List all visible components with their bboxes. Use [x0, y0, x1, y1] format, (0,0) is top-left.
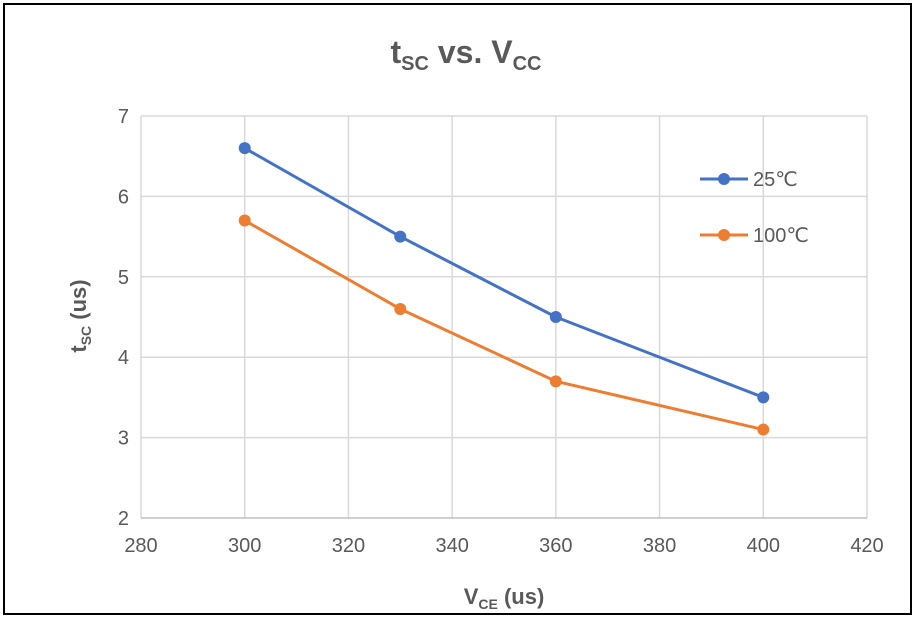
legend-label: 25℃: [753, 169, 798, 191]
chart-frame: [3, 3, 912, 615]
x-tick-label: 300: [228, 535, 261, 557]
legend-marker: [718, 229, 730, 241]
series-2: [238, 214, 770, 436]
x-tick-label: 320: [332, 535, 365, 557]
legend-item-2: 100℃: [700, 225, 809, 247]
x-axis-title: VCE (us): [464, 584, 545, 612]
x-tick-labels: 280 300 320 340 360 380 400 420: [124, 535, 883, 557]
legend-item-1: 25℃: [700, 169, 798, 191]
data-point: [394, 302, 407, 315]
series-line: [243, 146, 764, 399]
x-tick-label: 420: [850, 535, 883, 557]
y-tick-label: 3: [118, 428, 129, 450]
title-end-subscript: CC: [513, 53, 542, 75]
title-main: t: [391, 34, 402, 70]
y-axis-title-main: t: [66, 345, 91, 353]
data-point: [549, 311, 562, 323]
data-point: [757, 391, 770, 404]
legend-label: 100℃: [753, 225, 809, 247]
data-point: [549, 375, 562, 388]
series-line: [243, 219, 764, 432]
x-axis-title-rest: (us): [498, 584, 544, 609]
data-point: [238, 214, 251, 227]
x-tick-label: 340: [435, 535, 468, 557]
x-tick-label: 360: [539, 535, 572, 557]
y-tick-label: 5: [118, 267, 129, 289]
legend: 25℃ 100℃: [700, 169, 809, 247]
axes: [140, 116, 867, 519]
x-axis-title-main: V: [464, 584, 479, 609]
y-axis-title-subscript: SC: [78, 326, 94, 345]
legend-marker: [718, 173, 730, 185]
chart-title: tSC vs. VCC: [391, 34, 542, 75]
title-main-subscript: SC: [401, 53, 429, 75]
title-middle: vs. V: [429, 34, 513, 70]
x-tick-label: 280: [124, 535, 157, 557]
data-point: [394, 230, 407, 243]
y-tick-label: 7: [118, 106, 129, 128]
x-tick-label: 380: [643, 535, 676, 557]
y-tick-labels: 2 3 4 5 6 7: [118, 106, 129, 530]
data-point: [757, 423, 770, 436]
data-point: [238, 142, 251, 155]
series-layer: [238, 142, 770, 436]
y-tick-label: 2: [118, 508, 129, 530]
y-tick-label: 6: [118, 186, 129, 208]
x-tick-label: 400: [747, 535, 780, 557]
y-tick-label: 4: [118, 347, 129, 369]
y-axis-title: tSC (us): [66, 279, 94, 352]
y-axis-title-rest: (us): [66, 279, 91, 325]
x-axis-title-subscript: CE: [478, 596, 497, 612]
series-1: [238, 142, 770, 404]
